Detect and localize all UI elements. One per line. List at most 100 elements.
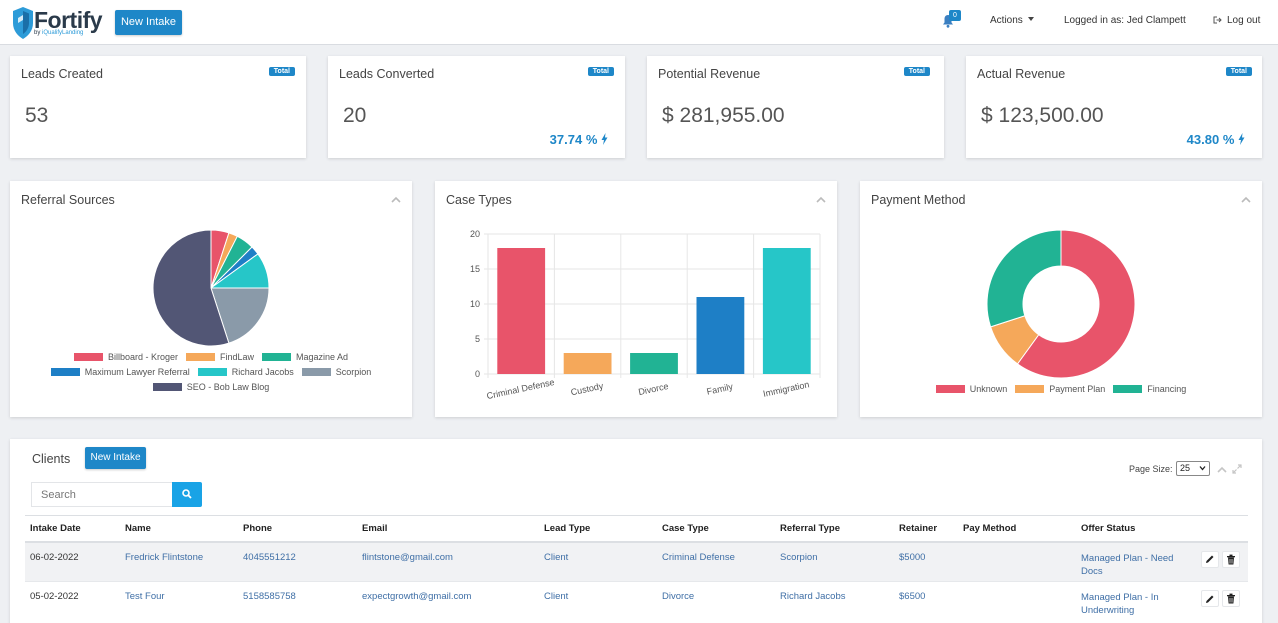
legend-swatch — [50, 368, 80, 376]
slice-seo-bob-law-blog[interactable] — [152, 229, 230, 347]
chevron-up-icon[interactable] — [1241, 196, 1251, 203]
delete-trash-icon[interactable] — [1222, 590, 1240, 607]
stat-card-leads-created: Leads Created Total 53 — [10, 56, 306, 158]
referral-type-cell[interactable]: Richard Jacobs — [775, 581, 894, 622]
page-size-select[interactable]: 25 — [1176, 461, 1210, 476]
logo-tagline: by iQualifyLanding — [34, 30, 83, 36]
column-header[interactable]: Pay Method — [958, 515, 1076, 543]
email-link[interactable]: expectgrowth@gmail.com — [357, 581, 539, 622]
legend-swatch — [73, 353, 103, 361]
panel-title: Case Types — [446, 193, 512, 207]
shield-logo-icon — [13, 7, 33, 39]
total-badge: Total — [1225, 67, 1252, 76]
legend-swatch — [152, 383, 182, 391]
conversion-percent: 37.74 % — [550, 132, 608, 147]
case-type-cell[interactable]: Criminal Defense — [657, 541, 775, 582]
retainer-cell[interactable]: $5000 — [894, 541, 958, 582]
referral-sources-panel: Referral Sources Billboard - Kroger Find… — [10, 181, 412, 417]
bar-immigration[interactable] — [762, 248, 811, 374]
legend-item[interactable]: FindLaw — [185, 352, 254, 362]
search-icon — [182, 489, 192, 499]
bar-family[interactable] — [696, 297, 745, 374]
legend-swatch — [301, 368, 331, 376]
pay-method-cell — [958, 581, 1076, 622]
legend-item[interactable]: SEO - Bob Law Blog — [152, 382, 269, 392]
lead-type-cell[interactable]: Client — [539, 541, 657, 582]
stat-label: Leads Converted — [339, 67, 435, 81]
fortify-logo[interactable]: Fortify by iQualifyLanding — [12, 5, 103, 41]
column-header[interactable]: Lead Type — [539, 515, 657, 543]
logo-tagline-prefix: by — [34, 30, 41, 36]
bar-criminal-defense[interactable] — [497, 248, 546, 374]
intake-date-cell: 06-02-2022 — [25, 541, 120, 582]
phone-link[interactable]: 5158585758 — [238, 581, 357, 622]
actions-dropdown[interactable]: Actions — [990, 15, 1034, 26]
payment-legend: Unknown Payment Plan Financing — [900, 384, 1222, 394]
slice-unknown[interactable] — [1016, 229, 1136, 379]
delete-trash-icon[interactable] — [1222, 550, 1240, 568]
x-tick-label: Family — [706, 381, 734, 396]
case-type-cell[interactable]: Divorce — [657, 581, 775, 622]
row-actions-cell — [1196, 581, 1248, 622]
legend-label: Maximum Lawyer Referral — [84, 367, 190, 377]
slice-financing[interactable] — [986, 229, 1062, 328]
legend-item[interactable]: Magazine Ad — [262, 352, 348, 362]
logged-in-user: Logged in as: Jed Clampett — [1064, 15, 1186, 26]
referral-type-cell[interactable]: Scorpion — [775, 541, 894, 582]
clients-new-intake-button[interactable]: New Intake — [85, 447, 146, 469]
retainer-cell[interactable]: $6500 — [894, 581, 958, 622]
table-row[interactable]: 06-02-2022 Fredrick Flintstone 404555121… — [25, 541, 1248, 582]
column-header[interactable]: Email — [357, 515, 539, 543]
table-row[interactable]: 05-02-2022 Test Four 5158585758 expectgr… — [25, 581, 1248, 622]
y-tick-label: 5 — [475, 334, 480, 344]
search-button[interactable] — [172, 482, 202, 507]
stat-value: 20 — [343, 104, 367, 127]
caret-down-icon — [1027, 17, 1034, 21]
logo-tagline-brand: iQualifyLanding — [42, 30, 84, 36]
new-intake-button[interactable]: New Intake — [115, 10, 182, 35]
stat-label: Potential Revenue — [658, 67, 761, 81]
x-tick-label: Divorce — [637, 381, 669, 397]
column-header[interactable]: Name — [120, 515, 238, 543]
offer-status-cell[interactable]: Managed Plan - In Underwriting — [1076, 581, 1196, 622]
chevron-up-icon[interactable] — [391, 196, 401, 203]
legend-item[interactable]: Billboard - Kroger — [73, 352, 178, 362]
legend-item[interactable]: Financing — [1113, 384, 1186, 394]
offer-status-cell[interactable]: Managed Plan - Need Docs — [1076, 541, 1196, 582]
bolt-icon — [601, 133, 608, 145]
chevron-up-icon[interactable] — [1217, 466, 1227, 473]
legend-item[interactable]: Scorpion — [301, 367, 371, 377]
edit-pencil-icon[interactable] — [1201, 550, 1219, 568]
stat-value: $ 281,955.00 — [662, 104, 785, 127]
bar-divorce[interactable] — [630, 353, 678, 374]
chevron-up-icon[interactable] — [816, 196, 826, 203]
legend-item[interactable]: Payment Plan — [1015, 384, 1105, 394]
payment-method-panel: Payment Method Unknown Payment Plan Fina… — [860, 181, 1262, 417]
slice-scorpion[interactable] — [210, 287, 270, 344]
bar-custody[interactable] — [563, 353, 612, 374]
legend-item[interactable]: Maximum Lawyer Referral — [50, 367, 190, 377]
email-link[interactable]: flintstone@gmail.com — [357, 541, 539, 582]
expand-icon[interactable] — [1232, 464, 1242, 474]
client-name-link[interactable]: Fredrick Flintstone — [120, 541, 238, 582]
legend-item[interactable]: Richard Jacobs — [197, 367, 294, 377]
column-header[interactable]: Retainer — [894, 515, 958, 543]
intake-date-cell: 05-02-2022 — [25, 581, 120, 622]
column-header[interactable]: Referral Type — [775, 515, 894, 543]
column-header[interactable]: Offer Status — [1076, 515, 1196, 543]
y-tick-label: 10 — [470, 299, 480, 309]
column-header[interactable]: Phone — [238, 515, 357, 543]
legend-item[interactable]: Unknown — [935, 384, 1007, 394]
client-name-link[interactable]: Test Four — [120, 581, 238, 622]
search-input[interactable] — [31, 482, 172, 507]
phone-link[interactable]: 4045551212 — [238, 541, 357, 582]
stat-card-leads-converted: Leads Converted Total 20 37.74 % — [328, 56, 625, 158]
revenue-percent: 43.80 % — [1187, 132, 1245, 147]
case-types-panel: Case Types 0 5 10 15 20 Criminal Defense Custo… — [435, 181, 837, 417]
lead-type-cell[interactable]: Client — [539, 581, 657, 622]
column-header[interactable]: Case Type — [657, 515, 775, 543]
logout-link[interactable]: Log out — [1213, 15, 1260, 26]
column-header[interactable]: Intake Date — [25, 515, 120, 543]
payment-method-donut-chart — [986, 229, 1136, 379]
edit-pencil-icon[interactable] — [1201, 590, 1219, 607]
